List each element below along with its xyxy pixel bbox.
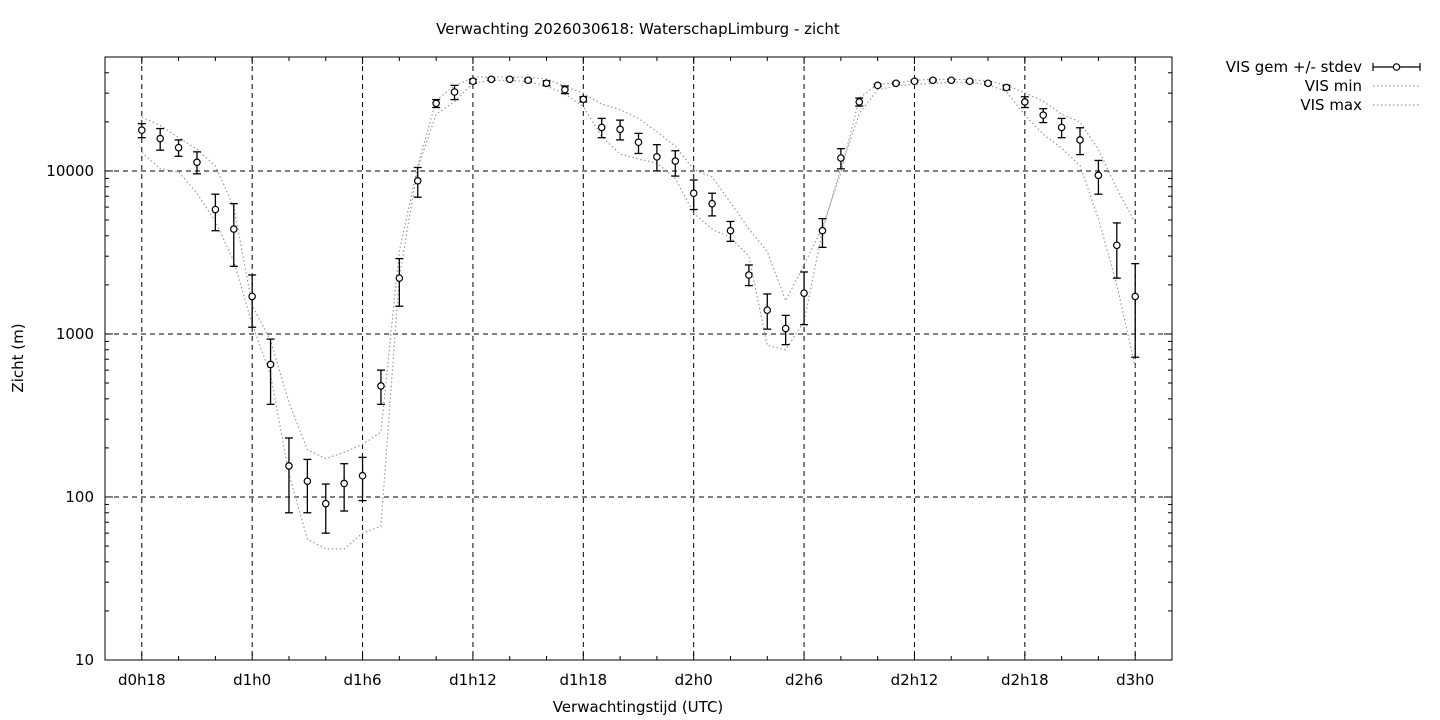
x-tick-label: d2h0 <box>675 671 713 689</box>
data-point <box>873 81 882 90</box>
data-point <box>597 123 606 132</box>
data-point <box>303 477 312 485</box>
data-point <box>413 177 422 185</box>
data-point <box>137 126 146 134</box>
y-tick-label: 1000 <box>56 325 94 343</box>
data-point <box>910 77 919 86</box>
x-tick-label: d2h6 <box>785 671 823 689</box>
data-point <box>432 99 440 108</box>
data-point <box>248 292 256 301</box>
x-tick-label: d0h18 <box>118 671 166 689</box>
data-point <box>763 306 772 314</box>
data-point <box>211 205 220 214</box>
data-point <box>781 324 790 333</box>
x-tick-label: d1h12 <box>449 671 497 689</box>
data-point <box>174 143 183 152</box>
data-point <box>377 382 385 390</box>
y-tick-label: 10 <box>75 651 94 669</box>
data-point <box>542 79 551 88</box>
data-point <box>984 79 992 88</box>
x-tick-label: d3h0 <box>1116 671 1154 689</box>
x-axis-label: Verwachtingstijd (UTC) <box>553 698 724 716</box>
data-point <box>671 157 680 165</box>
y-axis-label: Zicht (m) <box>9 323 27 392</box>
data-point <box>965 77 974 86</box>
data-point <box>708 199 716 208</box>
data-point <box>837 154 845 162</box>
data-point <box>818 226 827 235</box>
x-tick-label: d1h18 <box>559 671 607 689</box>
grid <box>105 57 1172 660</box>
data-point <box>1094 171 1103 180</box>
y-tick-label: 100 <box>65 488 94 506</box>
y-tick-label: 10000 <box>46 162 94 180</box>
data-point <box>947 76 956 85</box>
data-point <box>505 75 514 84</box>
data-point <box>395 274 404 282</box>
data-point <box>634 138 643 147</box>
legend-label: VIS max <box>1300 96 1362 114</box>
legend-sample-point <box>1392 63 1401 71</box>
data-point <box>1131 292 1140 301</box>
data-point <box>156 134 164 143</box>
data-point <box>561 85 569 94</box>
chart-title: Verwachting 2026030618: WaterschapLimbur… <box>436 20 840 38</box>
data-point <box>358 471 367 480</box>
data-point <box>745 271 753 279</box>
data-point <box>469 77 477 86</box>
data-point <box>450 88 459 96</box>
x-tick-label: d2h18 <box>1001 671 1049 689</box>
data-point <box>855 98 864 106</box>
data-point <box>1039 111 1048 119</box>
data-point <box>266 360 275 369</box>
data-point <box>321 499 330 508</box>
data-point <box>653 153 661 161</box>
data-point <box>487 75 496 84</box>
x-tick-label: d1h6 <box>343 671 381 689</box>
plot-frame <box>104 56 1173 661</box>
axis-ticks: d0h18 d1h0 d1h6 d1h12 d1h18 d2h0 d2h6 d2h12 d2h1… <box>46 56 1173 689</box>
data-point <box>929 76 937 85</box>
data-point <box>229 225 238 233</box>
x-tick-label: d1h0 <box>233 671 271 689</box>
data-point <box>285 462 293 470</box>
data-point <box>1021 98 1029 106</box>
data-points <box>137 75 1140 508</box>
data-point <box>524 76 532 85</box>
data-point <box>1076 136 1084 144</box>
data-point <box>1113 241 1121 250</box>
legend-label: VIS min <box>1305 77 1362 95</box>
data-point <box>616 125 624 134</box>
data-point <box>1002 83 1011 92</box>
data-point <box>726 226 735 235</box>
data-point <box>579 95 588 104</box>
data-point <box>892 79 900 88</box>
legend-label: VIS gem +/- stdev <box>1226 58 1362 76</box>
data-point <box>800 289 808 297</box>
data-point <box>193 158 201 167</box>
data-point <box>689 189 698 198</box>
x-tick-label: d2h12 <box>891 671 939 689</box>
data-point <box>340 479 348 488</box>
series-line-vis-max <box>141 76 1136 460</box>
data-point <box>1057 123 1066 132</box>
